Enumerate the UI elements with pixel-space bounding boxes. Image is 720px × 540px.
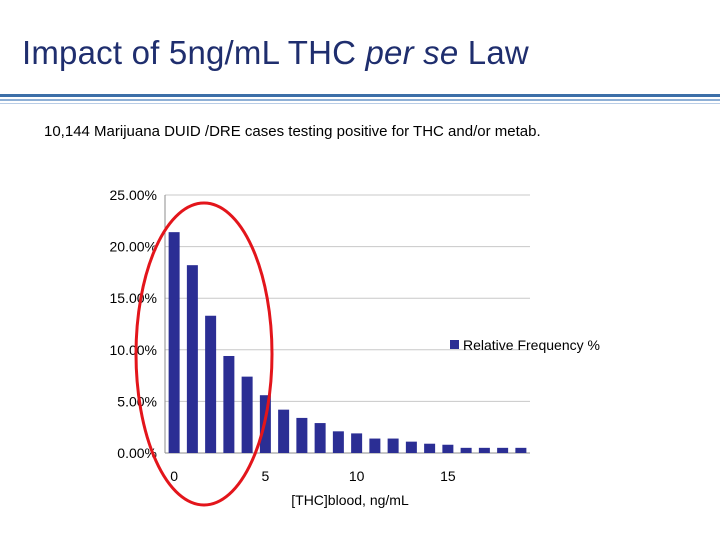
bar [278,409,290,453]
x-tick-label: 0 [170,468,178,484]
bar [369,438,381,453]
slide-subtitle: 10,144 Marijuana DUID /DRE cases testing… [44,123,541,140]
y-tick-label: 10.00% [110,342,157,358]
header-rule-3 [0,103,720,104]
bar [314,423,326,453]
y-tick-label: 20.00% [110,239,157,255]
bar [405,441,417,453]
x-tick-label: 5 [261,468,269,484]
x-tick-label: 10 [349,468,365,484]
legend-label: Relative Frequency % [463,337,600,353]
bar [296,417,308,453]
bar [168,232,180,453]
bar [241,376,253,453]
x-tick-label: 15 [440,468,456,484]
y-tick-label: 25.00% [110,187,157,203]
x-axis-label: [THC]blood, ng/mL [291,492,409,508]
bar [205,315,217,453]
bar [460,447,472,453]
bar [515,447,527,453]
y-tick-label: 0.00% [117,445,157,461]
bar [424,443,436,453]
bar [497,447,509,453]
bar [332,431,344,453]
bar [478,447,490,453]
y-tick-label: 5.00% [117,393,157,409]
header-rule-2 [0,99,720,101]
bar [223,355,235,453]
slide-title: Impact of 5ng/mL THC per se Law [22,34,529,72]
bar [351,433,363,453]
highlight-ellipse [134,201,274,507]
y-tick-label: 15.00% [110,290,157,306]
header-rule [0,94,720,97]
title-suffix: Law [458,34,529,71]
bar [186,265,198,453]
legend-swatch [450,340,459,349]
title-italic: per se [365,34,459,71]
title-text: Impact of 5ng/mL THC [22,34,366,71]
bar [387,438,399,453]
bar [442,444,454,453]
